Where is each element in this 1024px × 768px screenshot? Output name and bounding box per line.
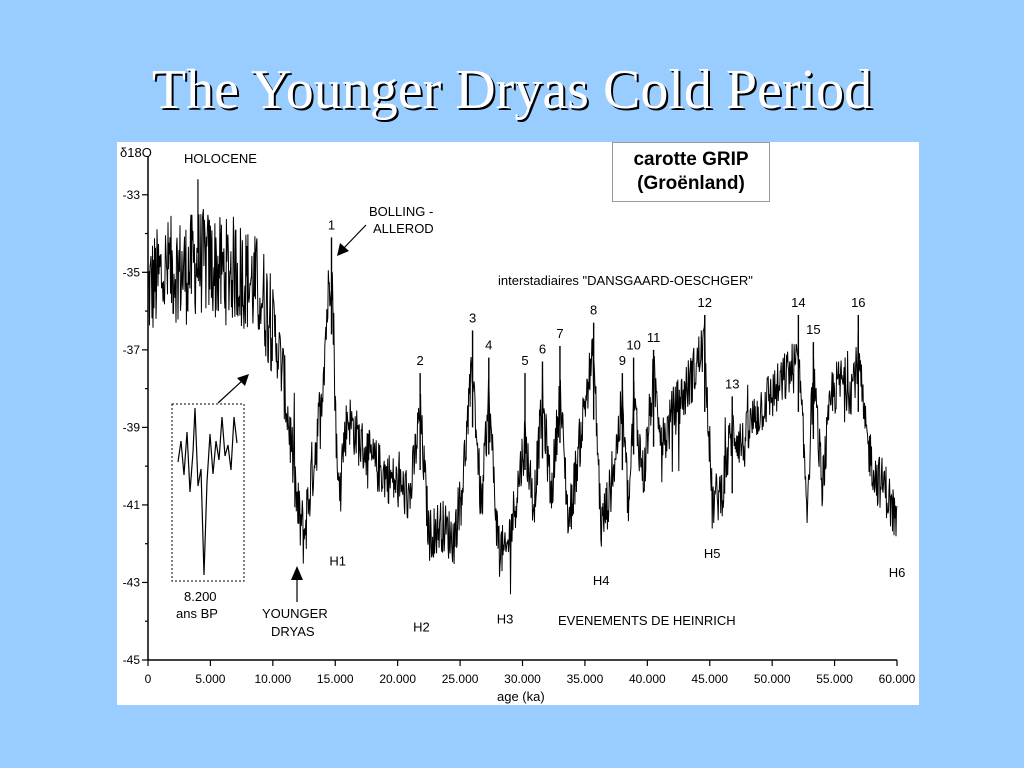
heinrich-event-label: H4	[593, 573, 610, 588]
heinrich-event-label: H2	[413, 619, 430, 634]
x-tick-label: 35.000	[567, 672, 604, 686]
interstadial-label: 7	[556, 326, 563, 341]
heinrich-event-label: H3	[497, 612, 514, 627]
slide-title: The Younger Dryas Cold Period	[151, 59, 873, 121]
x-tick-label: 50.000	[754, 672, 791, 686]
x-tick-label: 40.000	[629, 672, 666, 686]
interstadial-label: 11	[647, 330, 661, 345]
heinrich-event-label: H1	[329, 554, 346, 569]
x-tick-label: 60.000	[879, 672, 916, 686]
bolling-label-1: BOLLING -	[369, 204, 433, 219]
x-tick-label: 55.000	[816, 672, 853, 686]
x-tick-label: 0	[145, 672, 152, 686]
arrow-younger-dryas	[291, 566, 303, 602]
interstadial-label: 4	[485, 338, 492, 353]
heinrich-event-label: H6	[889, 565, 906, 580]
interstadial-label: 9	[619, 353, 626, 368]
dansgaard-label: interstadiaires "DANSGAARD-OESCHGER"	[498, 273, 753, 288]
x-tick-label: 20.000	[379, 672, 416, 686]
younger-dryas-label-2: DRYAS	[271, 624, 315, 639]
heinrich-label: EVENEMENTS DE HEINRICH	[558, 613, 736, 628]
y-axis-label: δ18O	[120, 145, 152, 160]
holocene-label: HOLOCENE	[184, 151, 257, 166]
heinrich-event-label: H5	[704, 546, 721, 561]
y-tick-label: -43	[123, 575, 141, 589]
interstadial-label: 6	[539, 341, 546, 356]
interstadial-label: 14	[791, 295, 805, 310]
y-tick-label: -41	[123, 498, 141, 512]
interstadial-label: 3	[469, 310, 476, 325]
interstadial-label: 5	[521, 353, 528, 368]
interstadial-label: 2	[417, 353, 424, 368]
inset-trace	[177, 407, 238, 576]
interstadial-label: 10	[626, 338, 640, 353]
interstadial-label: 8	[590, 303, 597, 318]
core-label-box: carotte GRIP (Groënland)	[612, 142, 770, 202]
inset-label-2: ans BP	[176, 606, 218, 621]
younger-dryas-label-1: YOUNGER	[262, 606, 328, 621]
arrow-inset	[217, 374, 249, 404]
interstadial-label: 13	[725, 376, 739, 391]
x-tick-label: 45.000	[691, 672, 728, 686]
core-label-line-1: carotte GRIP	[633, 149, 749, 170]
chart-panel	[117, 142, 919, 705]
x-tick-label: 5.000	[195, 672, 225, 686]
bolling-label-2: ALLEROD	[373, 221, 434, 236]
interstadial-label: 1	[328, 217, 335, 232]
interstadial-label: 16	[851, 295, 865, 310]
x-tick-label: 15.000	[317, 672, 354, 686]
arrow-bolling	[337, 224, 367, 256]
inset-label-1: 8.200	[184, 589, 217, 604]
y-tick-label: -37	[123, 343, 141, 357]
x-axis-label: age (ka)	[497, 689, 545, 704]
y-tick-label: -45	[123, 653, 141, 667]
interstadial-label: 15	[806, 322, 820, 337]
isotope-trace	[147, 209, 898, 595]
y-tick-label: -33	[123, 188, 141, 202]
inset-box	[171, 403, 245, 582]
core-label-line-2: (Groënland)	[637, 173, 745, 194]
x-tick-label: 10.000	[254, 672, 291, 686]
y-tick-label: -39	[123, 420, 141, 434]
interstadial-label: 12	[698, 295, 712, 310]
y-tick-label: -35	[123, 265, 141, 279]
x-tick-label: 25.000	[442, 672, 479, 686]
x-tick-label: 30.000	[504, 672, 541, 686]
